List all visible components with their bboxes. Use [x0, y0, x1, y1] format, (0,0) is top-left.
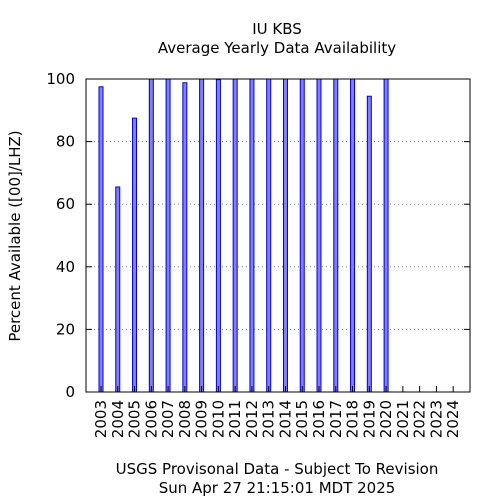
x-tick-label: 2023 — [427, 400, 445, 438]
x-tick-label: 2022 — [411, 400, 429, 438]
y-tick-label: 80 — [56, 133, 75, 151]
bar-2003 — [98, 86, 104, 393]
timestamp: Sun Apr 27 21:15:01 MDT 2025 — [159, 479, 396, 497]
bar-2006 — [148, 78, 154, 393]
x-tick-label: 2017 — [327, 400, 345, 438]
bar-2015 — [299, 78, 305, 393]
y-tick-label: 60 — [56, 195, 75, 213]
x-tick-label: 2020 — [377, 400, 395, 438]
x-tick-label: 2012 — [243, 400, 261, 438]
x-tick-label: 2006 — [142, 400, 160, 438]
bar-2004 — [115, 186, 121, 393]
bar-2011 — [232, 78, 238, 393]
x-tick-label: 2007 — [159, 400, 177, 438]
x-tick-label: 2005 — [126, 400, 144, 438]
x-tick-label: 2010 — [209, 400, 227, 438]
chart-subtitle: Average Yearly Data Availability — [158, 39, 396, 57]
x-tick-label: 2024 — [444, 400, 462, 438]
bar-2013 — [266, 78, 272, 393]
x-tick-label: 2021 — [394, 400, 412, 438]
bar-2016 — [316, 78, 322, 393]
y-tick-label: 0 — [65, 383, 75, 401]
plot-frame — [85, 78, 471, 393]
bar-2014 — [282, 78, 288, 393]
bar-2005 — [132, 117, 138, 393]
bar-2020 — [383, 78, 389, 393]
bar-2009 — [199, 78, 205, 393]
x-tick-label: 2016 — [310, 400, 328, 438]
bar-2008 — [182, 82, 188, 393]
y-tick-label: 20 — [56, 320, 75, 338]
grid-lines — [86, 78, 470, 330]
bar-2018 — [350, 78, 356, 393]
x-tick-label: 2004 — [109, 400, 127, 438]
x-tick-label: 2018 — [344, 400, 362, 438]
bar-2010 — [215, 79, 221, 393]
x-tick-label: 2013 — [260, 400, 278, 438]
bar-2019 — [366, 95, 372, 393]
bar-2007 — [165, 78, 171, 393]
bar-2017 — [333, 78, 339, 393]
x-tick-label: 2008 — [176, 400, 194, 438]
y-tick-label: 100 — [46, 70, 75, 88]
x-axis-label: USGS Provisonal Data - Subject To Revisi… — [116, 460, 439, 478]
x-tick-label: 2019 — [360, 400, 378, 438]
x-tick-label: 2011 — [226, 400, 244, 438]
bar-2012 — [249, 78, 255, 393]
y-ticks: 0 20 40 60 80 100 — [46, 70, 470, 401]
y-tick-label: 40 — [56, 258, 75, 276]
x-tick-label: 2015 — [293, 400, 311, 438]
x-tick-label: 2003 — [92, 400, 110, 438]
x-tick-label: 2014 — [276, 400, 294, 438]
chart-title: IU KBS — [252, 20, 302, 38]
x-ticks: 2003200420052006200720082009201020112012… — [92, 386, 462, 438]
x-tick-label: 2009 — [193, 400, 211, 438]
y-axis-label: Percent Available ([00]/LHZ) — [6, 130, 24, 341]
bars — [98, 78, 389, 393]
